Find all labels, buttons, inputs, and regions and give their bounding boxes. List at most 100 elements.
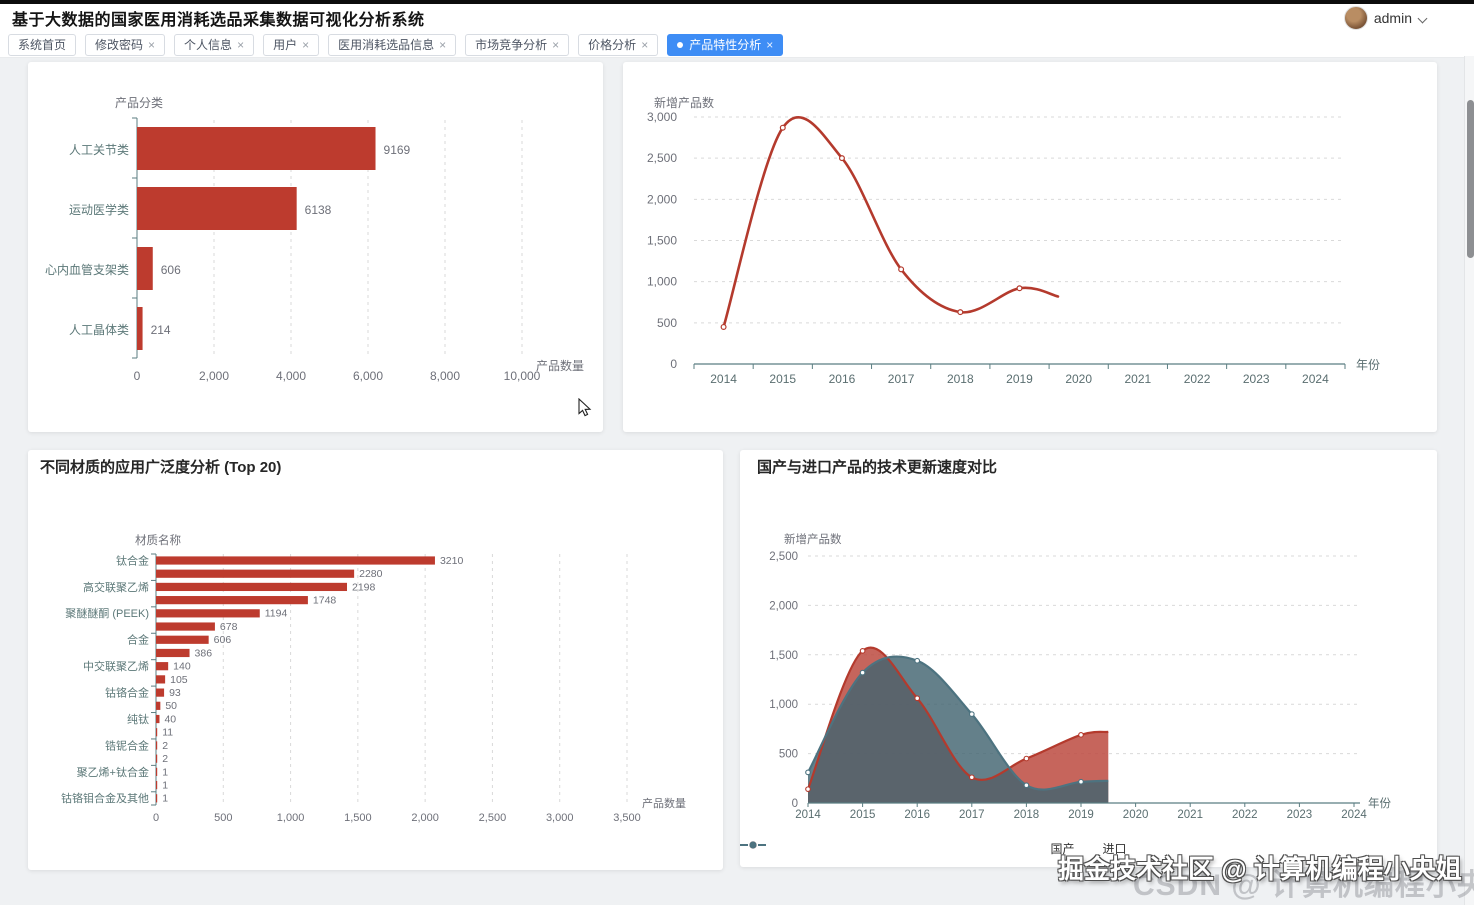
user-menu[interactable]: admin xyxy=(1343,6,1428,30)
svg-text:1,500: 1,500 xyxy=(647,234,677,248)
svg-text:500: 500 xyxy=(214,812,232,824)
svg-text:6138: 6138 xyxy=(305,203,332,217)
svg-text:2,000: 2,000 xyxy=(411,812,439,824)
svg-text:678: 678 xyxy=(220,621,238,633)
tab-市场竞争分析[interactable]: 市场竞争分析 × xyxy=(465,33,570,56)
svg-text:606: 606 xyxy=(161,263,181,277)
panel-title-material: 不同材质的应用广泛度分析 (Top 20) xyxy=(40,459,282,476)
tab-label: 个人信息 xyxy=(184,38,233,52)
tab-close-icon[interactable]: × xyxy=(641,37,649,52)
svg-text:1,000: 1,000 xyxy=(769,699,798,711)
tab-close-icon[interactable]: × xyxy=(552,37,560,52)
tab-close-icon[interactable]: × xyxy=(148,37,156,52)
svg-text:运动医学类: 运动医学类 xyxy=(69,202,129,217)
svg-text:500: 500 xyxy=(657,316,677,330)
svg-text:2198: 2198 xyxy=(352,581,376,593)
svg-text:11: 11 xyxy=(162,727,173,739)
svg-text:2024: 2024 xyxy=(1341,809,1367,821)
active-tab-dot xyxy=(677,41,684,48)
svg-text:93: 93 xyxy=(169,687,181,699)
svg-text:纯钛: 纯钛 xyxy=(127,712,149,726)
bar-人工晶体类 xyxy=(137,307,143,350)
svg-text:10,000: 10,000 xyxy=(504,369,541,383)
tab-close-icon[interactable]: × xyxy=(302,37,310,52)
tab-产品特性分析[interactable]: 产品特性分析 × xyxy=(667,33,784,56)
tab-label: 修改密码 xyxy=(95,38,144,52)
svg-text:1,500: 1,500 xyxy=(344,812,372,824)
tab-close-icon[interactable]: × xyxy=(766,37,774,52)
svg-text:2,000: 2,000 xyxy=(647,192,677,206)
domestic-import-area-chart: 新增产品数 0 500 1,000 1,500 2,000 2,500 2014 2015 201… xyxy=(769,532,1391,821)
svg-text:1748: 1748 xyxy=(313,595,337,607)
tab-用户[interactable]: 用户 × xyxy=(263,33,320,56)
tab-系统首页[interactable]: 系统首页 xyxy=(8,33,77,56)
svg-text:2023: 2023 xyxy=(1287,809,1313,821)
avatar[interactable] xyxy=(1343,6,1368,30)
svg-text:2019: 2019 xyxy=(1068,809,1094,821)
tab-医用消耗选品信息[interactable]: 医用消耗选品信息 × xyxy=(328,33,457,56)
bar-运动医学类 xyxy=(137,187,297,230)
svg-text:2018: 2018 xyxy=(1014,809,1040,821)
svg-text:0: 0 xyxy=(134,369,141,383)
svg-text:2015: 2015 xyxy=(769,372,796,386)
svg-text:产品分类: 产品分类 xyxy=(115,96,163,110)
svg-text:2280: 2280 xyxy=(359,568,383,580)
svg-text:40: 40 xyxy=(164,713,176,725)
tab-close-icon[interactable]: × xyxy=(237,37,245,52)
tab-修改密码[interactable]: 修改密码 × xyxy=(85,33,166,56)
svg-text:2023: 2023 xyxy=(1243,372,1270,386)
window-top-strip xyxy=(0,0,1474,4)
svg-text:50: 50 xyxy=(165,700,177,712)
svg-text:3,500: 3,500 xyxy=(613,812,641,824)
svg-text:合金: 合金 xyxy=(127,633,149,647)
scrollbar-track[interactable] xyxy=(1464,56,1474,905)
svg-text:2021: 2021 xyxy=(1177,809,1203,821)
svg-text:3210: 3210 xyxy=(440,555,464,567)
panel-domestic-import: 国产与进口产品的技术更新速度对比 新增产品数 0 500 1,000 1,500 2,00… xyxy=(740,450,1437,867)
svg-text:钴铬合金: 钴铬合金 xyxy=(105,686,149,700)
panel-material-usage: 不同材质的应用广泛度分析 (Top 20) 材质名称 3210 钛合金 2280 219… xyxy=(28,450,723,870)
svg-text:1,000: 1,000 xyxy=(647,275,677,289)
svg-text:2020: 2020 xyxy=(1065,372,1092,386)
svg-text:2021: 2021 xyxy=(1125,372,1152,386)
svg-text:2,500: 2,500 xyxy=(769,551,798,563)
tab-close-icon[interactable]: × xyxy=(439,37,447,52)
svg-text:2: 2 xyxy=(162,753,168,765)
svg-text:年份: 年份 xyxy=(1356,358,1380,372)
svg-text:2015: 2015 xyxy=(850,809,876,821)
tab-bar: 系统首页 修改密码 × 个人信息 × 用户 × 医用消耗选品信息 × 市场竞争分析 × 价格分析 × 产品… xyxy=(0,32,1474,58)
new-products-line-chart: 新增产品数 0 500 1,000 1,500 2,000 2,500 3,000 2014 20… xyxy=(647,95,1380,386)
svg-text:钛合金: 钛合金 xyxy=(116,553,149,567)
panel-title-compare: 国产与进口产品的技术更新速度对比 xyxy=(757,459,998,476)
chart-legend: 国产 进口 xyxy=(740,840,1437,857)
mouse-cursor xyxy=(578,398,592,417)
svg-text:3,000: 3,000 xyxy=(647,110,677,124)
bar-心内血管支架类 xyxy=(137,247,153,290)
watermark-juejin: 掘金技术社区 @ 计算机编程小央姐 xyxy=(1058,854,1462,884)
svg-text:140: 140 xyxy=(173,661,191,673)
chevron-down-icon[interactable] xyxy=(1418,13,1428,23)
svg-text:2020: 2020 xyxy=(1123,809,1149,821)
legend-item-进口[interactable]: 进口 xyxy=(740,840,1127,857)
panel-product-category: 产品分类 9169 人工关节类 6138 运动医学类 606 心内血管支架类 214 人工晶体类… xyxy=(28,62,603,432)
svg-text:人工晶体类: 人工晶体类 xyxy=(69,323,129,337)
svg-text:2019: 2019 xyxy=(1006,372,1033,386)
svg-text:2,500: 2,500 xyxy=(479,812,507,824)
tab-价格分析[interactable]: 价格分析 × xyxy=(578,33,659,56)
tab-个人信息[interactable]: 个人信息 × xyxy=(174,33,255,56)
svg-text:高交联聚乙烯: 高交联聚乙烯 xyxy=(83,580,149,594)
svg-text:386: 386 xyxy=(195,647,213,659)
scrollbar-thumb[interactable] xyxy=(1466,100,1474,258)
svg-text:1: 1 xyxy=(162,766,168,778)
svg-text:1,000: 1,000 xyxy=(277,812,305,824)
svg-text:1194: 1194 xyxy=(265,608,288,620)
svg-text:聚乙烯+钛合金: 聚乙烯+钛合金 xyxy=(77,765,149,779)
tab-label: 用户 xyxy=(273,38,298,52)
svg-text:2024: 2024 xyxy=(1302,372,1329,386)
svg-text:8,000: 8,000 xyxy=(430,369,460,383)
svg-text:0: 0 xyxy=(792,798,798,810)
user-name: admin xyxy=(1373,10,1412,26)
svg-text:2016: 2016 xyxy=(904,809,930,821)
